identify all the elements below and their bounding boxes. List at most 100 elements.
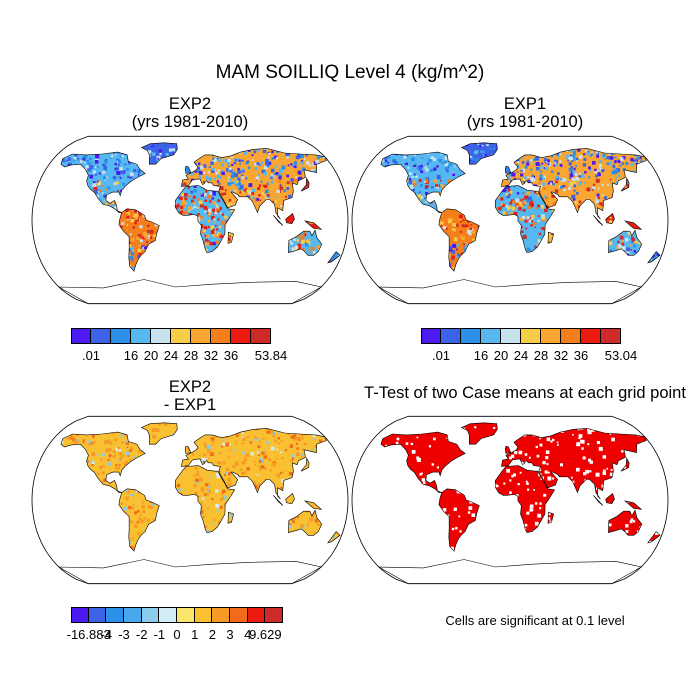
exp2-coast-japan <box>300 176 310 192</box>
diff-colorbar-label: 0 <box>173 627 181 642</box>
exp1-coast-japan <box>620 176 630 192</box>
exp1-colorbar-label: 16 <box>473 348 489 363</box>
exp1-coast-madagascar <box>547 231 554 244</box>
exp2-swatch-1 <box>91 328 111 344</box>
diff-swatch-9 <box>230 607 248 623</box>
diff-swatch-10 <box>247 607 266 623</box>
diff-colorbar: -16.883 -4 -3 -2 -1 0 1 2 3 4 9.629 <box>67 607 284 647</box>
diff-swatch-2 <box>106 607 124 623</box>
exp2-swatch-5 <box>171 328 191 344</box>
ttest-land-borneo <box>605 493 615 504</box>
exp1-title: EXP1 (yrs 1981-2010) <box>375 95 675 131</box>
exp1-swatch-3 <box>481 328 501 344</box>
exp2-coast-samerica <box>118 208 160 272</box>
exp2-land-namerica <box>60 152 146 213</box>
exp1-colorbar-label: 24 <box>513 348 529 363</box>
diff-swatch-5 <box>159 607 177 623</box>
diff-colorbar-label: 4 <box>244 627 252 642</box>
diff-swatch-7 <box>194 607 213 623</box>
exp2-swatch-6 <box>191 328 211 344</box>
diff-colorbar-label: 2 <box>208 627 216 642</box>
exp1-swatch-5 <box>521 328 541 344</box>
exp2-colorbar-frame <box>71 328 271 344</box>
exp2-land-borneo <box>285 213 295 224</box>
exp1-colorbar-label: 32 <box>553 348 569 363</box>
ttest-land-samerica <box>438 488 480 552</box>
main-title: MAM SOILLIQ Level 4 (kg/m^2) <box>215 62 485 83</box>
exp1-swatch-7 <box>561 328 581 344</box>
exp2-coast-eurasia <box>181 148 327 220</box>
diff-swatch-6 <box>177 607 195 623</box>
exp1-colorbar-label: 36 <box>573 348 589 363</box>
exp2-coast-namerica <box>60 151 146 213</box>
exp2-land-eurasia <box>181 148 327 220</box>
exp1-coast-samerica <box>438 208 480 272</box>
diff-coast-sumatra <box>273 495 284 506</box>
exp1-coast-borneo <box>605 212 615 225</box>
exp1-colorbar-frame <box>421 328 621 344</box>
diff-colorbar-label: -16.883 <box>66 627 111 642</box>
exp2-swatch-0 <box>71 328 91 344</box>
exp1-coast-nz <box>647 251 661 264</box>
ttest-land-greenland <box>461 422 498 445</box>
ttest-coast-greenland <box>460 422 498 445</box>
exp1-swatch-6 <box>541 328 561 344</box>
diff-colorbar-label: 9.629 <box>249 627 282 642</box>
exp2-colorbar-label: 32 <box>203 348 219 363</box>
exp2-title: EXP2 (yrs 1981-2010) <box>40 95 340 131</box>
diff-map <box>31 415 349 585</box>
exp1-coast-australia <box>608 229 643 256</box>
exp1-swatch-0 <box>421 328 441 344</box>
ttest-coast-namerica <box>380 431 466 493</box>
ttest-land-uk <box>505 446 511 454</box>
exp1-swatch-8 <box>581 328 601 344</box>
diff-swatch-4 <box>141 607 160 623</box>
exp2-map <box>31 135 349 305</box>
diff-swatch-0 <box>71 607 89 623</box>
diff-colorbar-label: 1 <box>191 627 199 642</box>
diff-coast-australia <box>288 509 323 536</box>
ttest-coast-eurasia <box>501 428 647 500</box>
diff-title-line2: - EXP1 <box>163 396 217 414</box>
exp2-coast-sumatra <box>273 215 284 226</box>
exp1-coast-eurasia <box>501 148 647 220</box>
exp1-map <box>351 135 669 305</box>
exp1-coast-sumatra <box>593 215 604 226</box>
diff-coast-madagascar <box>227 511 234 524</box>
diff-colorbar-label: -4 <box>100 627 113 642</box>
exp1-coast-namerica <box>380 151 466 213</box>
ttest-coast-borneo <box>605 492 615 505</box>
exp2-coast-uk <box>184 165 192 174</box>
diff-colorbar-frame <box>71 607 284 623</box>
exp1-coast-newguinea <box>623 220 643 230</box>
diff-land-namerica <box>60 432 146 493</box>
diff-coast-nz <box>327 531 341 544</box>
ttest-map <box>351 415 669 585</box>
exp2-colorbar-label: 28 <box>183 348 199 363</box>
exp2-colorbar-label: 16 <box>123 348 139 363</box>
diff-colorbar-label: -1 <box>153 627 166 642</box>
exp2-land-antarctica <box>58 279 322 304</box>
exp2-swatch-3 <box>131 328 151 344</box>
exp1-coast-uk <box>504 165 512 174</box>
exp1-colorbar-label: 53.04 <box>604 348 638 363</box>
exp1-colorbar-label: .01 <box>431 348 451 363</box>
exp2-colorbar-label: 20 <box>143 348 159 363</box>
exp2-land-nz <box>327 251 340 263</box>
ttest-coast-nz <box>647 531 661 544</box>
exp2-swatch-4 <box>151 328 171 344</box>
diff-coast-samerica <box>118 488 160 552</box>
exp1-title-line1: EXP1 <box>503 95 547 113</box>
diff-coast-greenland <box>140 422 178 445</box>
diff-colorbar-label: -3 <box>118 627 130 642</box>
ttest-coast-madagascar <box>547 511 554 524</box>
exp2-coast-africa <box>174 185 236 253</box>
ttest-land-namerica <box>380 432 466 493</box>
exp2-colorbar-label: 53.84 <box>254 348 288 363</box>
exp2-coast-greenland <box>140 142 178 165</box>
exp2-colorbar-label: 36 <box>223 348 239 363</box>
diff-colorbar-label: -2 <box>135 627 148 642</box>
ttest-land-newguinea <box>625 500 642 510</box>
exp2-coast-newguinea <box>303 220 323 230</box>
exp2-swatch-7 <box>211 328 231 344</box>
